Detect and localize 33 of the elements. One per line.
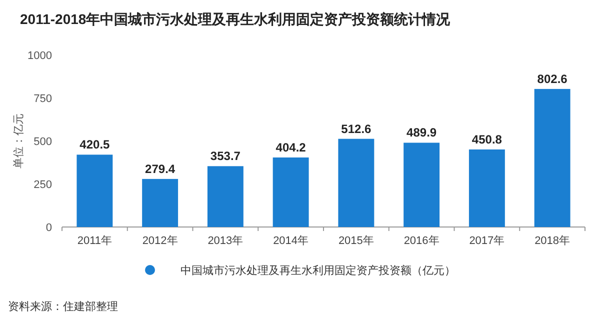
bar [404,142,440,227]
data-label: 279.4 [145,162,176,176]
x-tick-label: 2012年 [142,235,178,247]
data-label: 404.2 [276,140,306,154]
data-label: 450.8 [472,132,502,146]
x-tick-label: 2015年 [338,235,374,247]
data-label: 353.7 [210,149,241,164]
y-axis-title: 单位：亿元 [12,114,25,168]
y-tick-label: 0 [46,222,52,234]
chart-title: 2011-2018年中国城市污水处理及再生水利用固定资产投资额统计情况 [20,11,452,27]
x-tick-label: 2011年 [77,235,112,247]
bar [338,138,374,227]
bar [207,166,244,227]
data-label: 512.6 [341,122,372,136]
y-tick-label: 500 [34,136,52,148]
data-label: 489.9 [406,126,437,140]
bar [468,149,505,227]
bar [534,88,570,227]
y-tick-label: 1000 [28,50,52,62]
x-tick-label: 2013年 [208,235,244,247]
bar [272,157,309,227]
x-tick-label: 2017年 [469,235,505,247]
data-label: 420.5 [80,138,110,152]
legend-label: 中国城市污水处理及再生水利用固定资产投资额（亿元） [180,264,456,277]
y-tick-label: 750 [34,93,52,105]
bar [76,154,113,227]
x-tick-label: 2014年 [273,235,309,247]
text: 资料来源：住建部整理 [8,300,118,313]
data-label: 802.6 [537,72,568,86]
bar [142,178,178,227]
y-tick-label: 250 [34,179,52,191]
x-tick-label: 2018年 [534,235,570,247]
x-tick-label: 2016年 [404,235,440,247]
